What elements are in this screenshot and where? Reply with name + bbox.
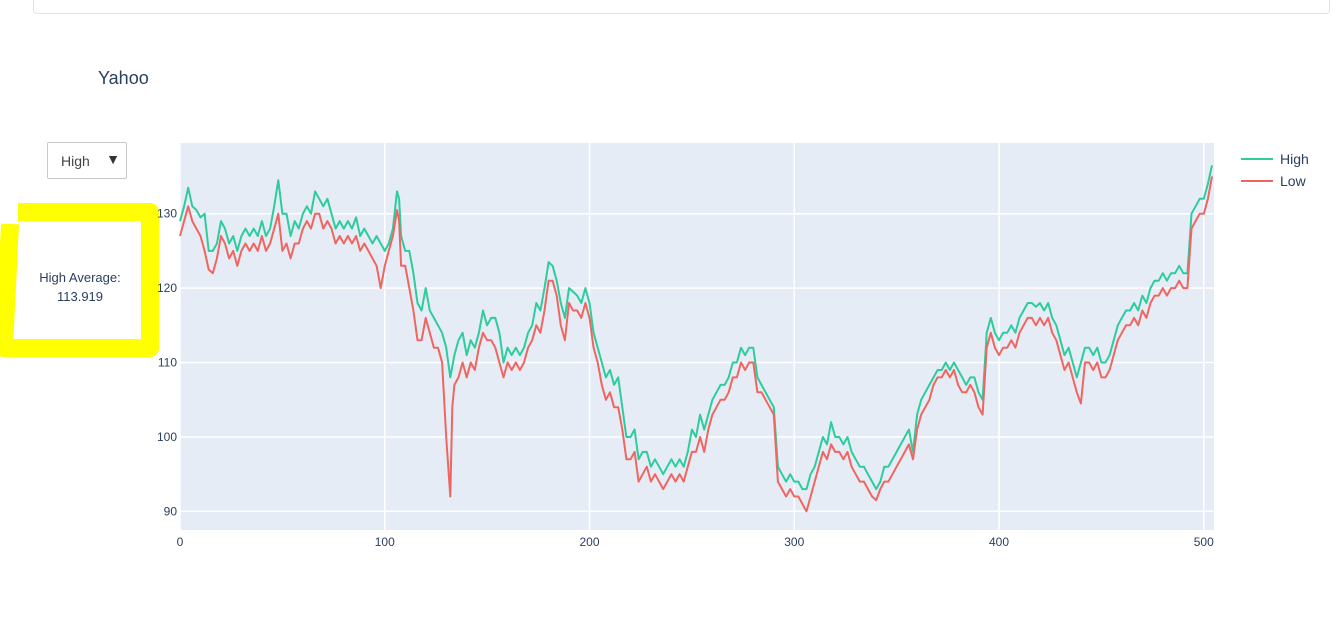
- x-tick-label: 100: [375, 535, 395, 549]
- chart-title: Yahoo: [98, 68, 149, 88]
- x-tick-label: 200: [579, 535, 599, 549]
- legend-label-low: Low: [1280, 173, 1307, 189]
- legend-label-high: High: [1280, 151, 1309, 167]
- y-tick-label: 130: [157, 207, 177, 221]
- y-tick-label: 90: [164, 504, 178, 518]
- y-tick-label: 100: [157, 430, 177, 444]
- x-tick-label: 0: [177, 535, 184, 549]
- average-label: High Average:: [39, 270, 121, 285]
- x-tick-label: 400: [989, 535, 1009, 549]
- x-tick-label: 300: [784, 535, 804, 549]
- average-readout: High Average: 113.919: [0, 268, 160, 306]
- dropdown-selected-value: High: [61, 153, 90, 169]
- x-tick-label: 500: [1194, 535, 1214, 549]
- series-dropdown[interactable]: High ▼: [47, 142, 127, 179]
- top-card: [33, 0, 1330, 14]
- y-tick-label: 120: [157, 281, 177, 295]
- series-line-high: [179, 165, 1213, 491]
- average-value: 113.919: [56, 289, 104, 304]
- series-line-low: [179, 176, 1213, 513]
- y-tick-label: 110: [158, 356, 177, 370]
- yellow-highlight-scribble: [0, 203, 159, 357]
- plot-area: [180, 143, 1214, 530]
- chevron-down-icon: ▼: [106, 151, 120, 167]
